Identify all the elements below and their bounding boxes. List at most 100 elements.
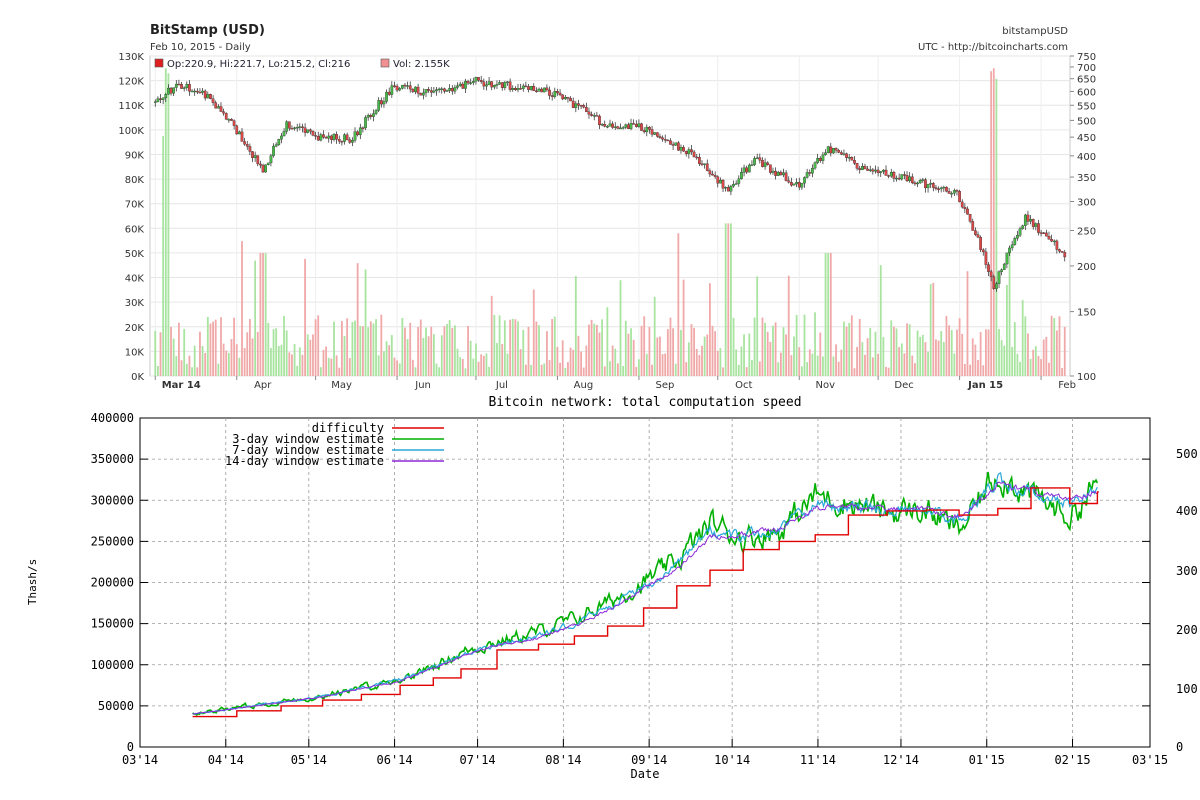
volume-bar <box>911 355 914 376</box>
volume-bar <box>619 280 622 376</box>
candle-body <box>558 92 562 96</box>
candle-body <box>711 173 714 176</box>
candle-body <box>655 132 659 137</box>
candle-body <box>450 88 454 92</box>
candle-body <box>839 152 843 155</box>
candle-body <box>414 86 417 92</box>
volume-bar <box>280 344 283 376</box>
volume-bar <box>233 317 236 376</box>
candle-body <box>887 175 890 177</box>
candle-body <box>1021 225 1025 229</box>
volume-bar <box>927 351 929 376</box>
volume-bar <box>722 367 724 376</box>
volume-bar <box>291 354 293 376</box>
candle-body <box>353 131 357 141</box>
series-line-w3 <box>192 471 1099 717</box>
volume-bar <box>716 350 719 376</box>
candle-body <box>590 114 593 116</box>
candle-body <box>850 157 854 161</box>
candle-body <box>855 163 859 169</box>
volume-bar <box>645 353 648 376</box>
volume-bar <box>961 333 964 376</box>
volume-bar <box>209 323 212 376</box>
volume-bar <box>958 318 961 376</box>
candle-body <box>422 92 425 96</box>
volume-bar <box>467 325 469 376</box>
volume-bar <box>335 355 338 376</box>
volume-bar <box>664 353 667 376</box>
volume-bar <box>638 359 640 376</box>
candle-body <box>198 91 202 94</box>
candle-body <box>269 155 273 164</box>
top-right-tick-label: 200 <box>1077 262 1096 273</box>
candle-body <box>1002 263 1006 270</box>
top-chart-subtitle: Feb 10, 2015 - Daily <box>150 42 251 53</box>
candle-body <box>629 123 633 129</box>
candle-body <box>713 174 717 177</box>
volume-bar <box>811 353 814 376</box>
top-x-tick-label: Aug <box>574 380 594 391</box>
candle-body <box>619 127 622 130</box>
volume-bar <box>348 358 351 376</box>
candle-body <box>666 139 670 142</box>
candle-body <box>540 88 544 93</box>
candle-body <box>779 171 783 176</box>
candle-body <box>206 94 210 99</box>
volume-bar <box>906 323 908 376</box>
candle-body <box>180 84 183 89</box>
candle-body <box>913 182 917 185</box>
volume-bar <box>490 295 493 376</box>
volume-bar <box>677 233 680 376</box>
candle-body <box>514 87 517 91</box>
candle-body <box>929 183 933 185</box>
volume-bar <box>375 319 377 376</box>
hashrate-chart: Bitcoin network: total computation speed… <box>26 395 1198 781</box>
candle-body <box>608 123 612 127</box>
volume-bar <box>456 348 459 376</box>
volume-bar <box>511 318 514 376</box>
candle-body <box>1055 240 1059 250</box>
candle-body <box>361 127 365 129</box>
volume-bar <box>388 345 391 376</box>
volume-bar <box>454 325 456 376</box>
volume-bar <box>879 265 882 376</box>
candle-body <box>385 91 388 102</box>
candle-body <box>393 85 396 87</box>
candle-body <box>308 129 312 132</box>
candle-body <box>876 169 880 173</box>
candle-body <box>516 88 520 91</box>
volume-bar <box>659 336 661 376</box>
volume-bar <box>401 318 404 376</box>
volume-bar <box>356 263 359 376</box>
candle-body <box>598 115 601 126</box>
candle-body <box>805 172 809 178</box>
volume-bar <box>900 343 903 376</box>
volume-bar <box>411 359 414 376</box>
volume-bar <box>882 337 885 376</box>
candle-body <box>761 160 764 167</box>
volume-bar <box>246 332 249 376</box>
volume-bar <box>225 350 228 376</box>
volume-bar <box>971 338 974 376</box>
candle-body <box>963 206 967 210</box>
top-x-tick-label: Jan 15 <box>967 380 1003 391</box>
candle-body <box>490 81 494 88</box>
candle-body <box>776 171 780 176</box>
top-left-tick-label: 130K <box>118 52 144 63</box>
volume-bar <box>409 322 412 376</box>
volume-bar <box>798 347 801 376</box>
volume-bar <box>963 363 966 376</box>
volume-bar <box>992 68 995 377</box>
candle-body <box>705 163 709 171</box>
candle-body <box>495 84 499 86</box>
candle-body <box>884 169 888 176</box>
volume-bar <box>185 363 188 376</box>
candle-body <box>716 176 720 184</box>
candle-body <box>726 187 730 192</box>
candle-body <box>640 123 643 131</box>
candle-body <box>1010 244 1014 249</box>
candle-body <box>679 147 683 151</box>
volume-bar <box>822 356 824 376</box>
candle-body <box>1044 232 1048 237</box>
candle-body <box>498 82 501 85</box>
